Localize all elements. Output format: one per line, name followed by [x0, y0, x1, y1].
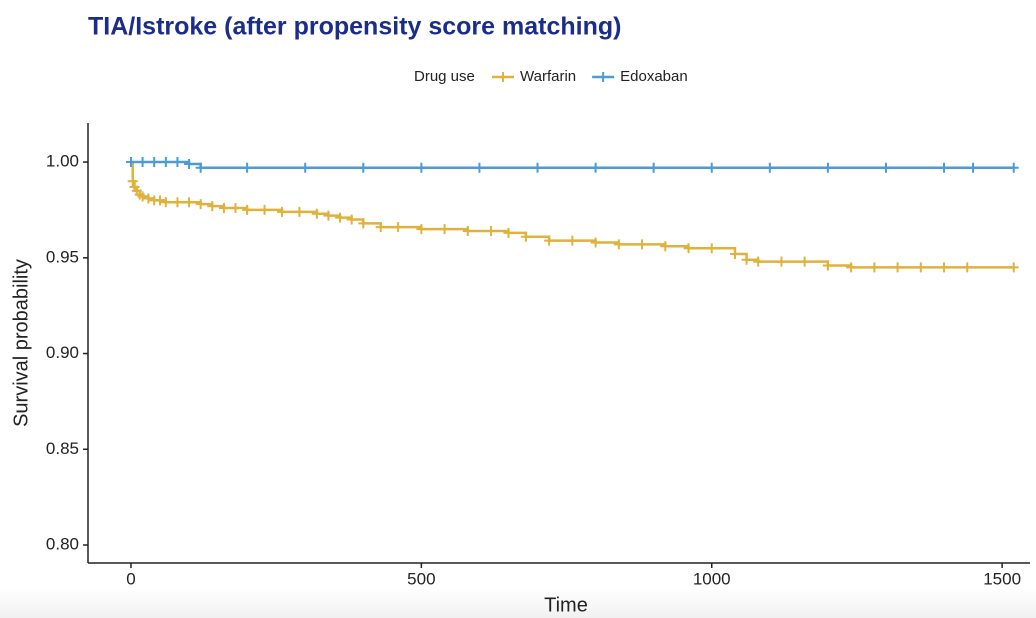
censor-mark — [637, 239, 648, 250]
censor-mark — [276, 206, 287, 217]
censor-mark — [207, 201, 218, 212]
censor-mark — [195, 162, 206, 173]
censor-mark — [764, 162, 775, 173]
censor-mark — [915, 262, 926, 273]
censor-mark — [137, 157, 148, 168]
censor-mark — [143, 193, 154, 204]
censor-mark — [968, 162, 979, 173]
censor-mark — [590, 162, 601, 173]
y-tick-label: 1.00 — [46, 152, 79, 171]
censor-mark — [300, 162, 311, 173]
censor-mark — [683, 243, 694, 254]
censor-mark — [532, 162, 543, 173]
censor-mark — [486, 225, 497, 236]
censor-mark — [125, 157, 136, 168]
censor-mark — [160, 157, 171, 168]
censor-mark — [567, 235, 578, 246]
censor-mark — [544, 235, 555, 246]
y-tick-label: 0.90 — [46, 343, 79, 362]
censor-mark — [242, 204, 253, 215]
censor-mark — [1008, 162, 1019, 173]
censor-mark — [184, 158, 195, 169]
y-tick-label: 0.85 — [46, 439, 79, 458]
censor-mark — [218, 203, 229, 214]
censor-mark — [846, 262, 857, 273]
censor-mark — [439, 224, 450, 235]
censor-mark — [869, 262, 880, 273]
censor-mark — [230, 203, 241, 214]
censor-mark — [648, 162, 659, 173]
censor-mark — [375, 222, 386, 233]
censor-mark — [335, 212, 346, 223]
censor-mark — [346, 214, 357, 225]
censor-mark — [195, 199, 206, 210]
censor-mark — [416, 162, 427, 173]
legend-label: Edoxaban — [620, 68, 688, 85]
censor-mark — [294, 206, 305, 217]
bottom-band — [0, 588, 1036, 618]
survival-curve — [130, 160, 1014, 269]
censor-mark — [172, 157, 183, 168]
censor-mark — [358, 162, 369, 173]
censor-mark — [880, 162, 891, 173]
censor-mark — [939, 162, 950, 173]
censor-mark — [1008, 262, 1019, 273]
censor-mark — [184, 197, 195, 208]
x-tick-label: 0 — [126, 569, 135, 588]
censor-mark — [160, 197, 171, 208]
y-tick-label: 0.80 — [46, 534, 79, 553]
censor-mark — [474, 162, 485, 173]
censor-mark — [962, 262, 973, 273]
censor-mark — [799, 256, 810, 267]
censor-mark — [149, 157, 160, 168]
censor-mark — [706, 243, 717, 254]
censor-mark — [393, 222, 404, 233]
censor-mark — [358, 218, 369, 229]
censor-mark — [613, 239, 624, 250]
x-tick-label: 1000 — [693, 569, 731, 588]
censor-mark — [660, 241, 671, 252]
censor-mark — [741, 254, 752, 265]
legend-key-mark — [498, 72, 508, 82]
censor-mark — [822, 162, 833, 173]
censor-mark — [520, 231, 531, 242]
censor-mark — [753, 256, 764, 267]
censor-mark — [776, 256, 787, 267]
censor-mark — [462, 225, 473, 236]
censor-mark — [503, 227, 514, 238]
censor-mark — [242, 162, 253, 173]
censor-mark — [172, 197, 183, 208]
x-tick-label: 500 — [407, 569, 435, 588]
legend-title: Drug use — [414, 68, 475, 85]
censor-mark — [892, 262, 903, 273]
legend-key-mark — [598, 72, 609, 82]
censor-mark — [311, 208, 322, 219]
censor-mark — [822, 260, 833, 271]
censor-mark — [706, 162, 717, 173]
censor-mark — [323, 210, 334, 221]
censor-mark — [137, 191, 148, 202]
censor-mark — [155, 195, 166, 206]
chart-title: TIA/Istroke (after propensity score matc… — [88, 13, 621, 41]
y-tick-label: 0.95 — [46, 247, 79, 266]
y-axis-label: Survival probability — [10, 259, 32, 427]
censor-mark — [259, 204, 270, 215]
censor-mark — [729, 248, 740, 259]
censor-mark — [127, 176, 138, 187]
x-tick-label: 1500 — [983, 569, 1021, 588]
censor-mark — [939, 262, 950, 273]
censor-mark — [416, 224, 427, 235]
legend-label: Warfarin — [520, 68, 576, 85]
x-axis-label: Time — [544, 594, 588, 616]
censor-mark — [590, 237, 601, 248]
